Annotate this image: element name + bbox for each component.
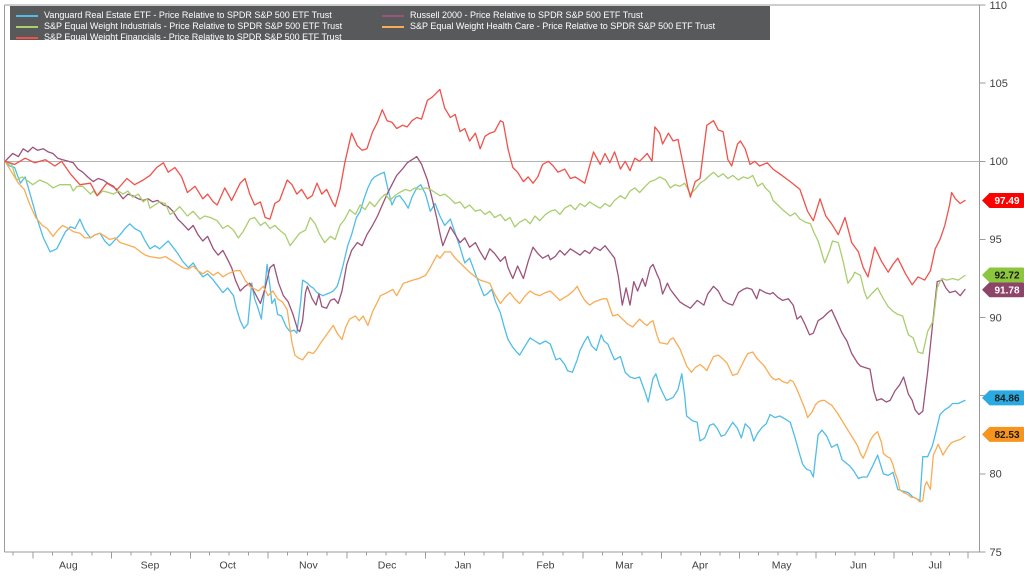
badge-value: 97.49 [994, 196, 1019, 207]
legend-item[interactable]: S&P Equal Weight Industrials - Price Rel… [16, 21, 342, 32]
legend-label: Russell 2000 - Price Relative to SPDR S&… [410, 10, 643, 20]
x-month-label: Jan [454, 560, 471, 572]
y-tick-label: 110 [990, 0, 1008, 12]
legend-item[interactable]: Russell 2000 - Price Relative to SPDR S&… [382, 10, 715, 21]
legend-column: Vanguard Real Estate ETF - Price Relativ… [16, 10, 342, 43]
badge-shape [982, 426, 1024, 442]
legend-label: Vanguard Real Estate ETF - Price Relativ… [44, 10, 332, 20]
end-value-badge: 84.86 [982, 390, 1024, 406]
y-tick-label: 95 [990, 234, 1002, 246]
x-month-label: Sep [141, 560, 160, 572]
x-month-label: Mar [615, 560, 634, 572]
legend-swatch-line [16, 25, 38, 28]
series-line [4, 160, 966, 355]
x-month-label: Dec [378, 560, 397, 572]
badge-shape [982, 267, 1024, 283]
legend-label: S&P Equal Weight Health Care - Price Rel… [410, 21, 716, 31]
legend-label: S&P Equal Weight Industrials - Price Rel… [44, 21, 343, 31]
badge-value: 92.72 [994, 271, 1019, 282]
legend-swatch-line [16, 14, 38, 17]
legend-swatch-line [16, 36, 38, 39]
x-month-label: Nov [299, 560, 318, 572]
legend-swatch-line [382, 14, 404, 17]
end-value-badge: 91.78 [982, 282, 1024, 298]
series-line [4, 160, 966, 502]
x-month-label: Feb [536, 560, 554, 572]
legend-swatch-line [382, 25, 404, 28]
x-month-label: Jun [850, 560, 867, 572]
end-value-badge: 92.72 [982, 267, 1024, 283]
x-month-label: May [772, 560, 793, 572]
badge-value: 82.53 [994, 430, 1019, 441]
x-month-label: Apr [692, 560, 709, 572]
series-line [4, 160, 966, 503]
y-tick-label: 100 [990, 156, 1008, 168]
legend-item[interactable]: Vanguard Real Estate ETF - Price Relativ… [16, 10, 342, 21]
chart-legend: Vanguard Real Estate ETF - Price Relativ… [10, 6, 770, 43]
legend-column: Russell 2000 - Price Relative to SPDR S&… [382, 10, 715, 32]
x-month-label: Aug [59, 560, 78, 572]
y-tick-label: 105 [990, 78, 1008, 90]
legend-item[interactable]: S&P Equal Weight Health Care - Price Rel… [382, 21, 715, 32]
legend-label: S&P Equal Weight Financials - Price Rela… [44, 32, 342, 42]
plot-frame [4, 4, 980, 553]
y-tick-label: 75 [990, 547, 1002, 559]
series-line [4, 146, 966, 416]
legend-item[interactable]: S&P Equal Weight Financials - Price Rela… [16, 32, 342, 43]
end-value-badge: 97.49 [982, 193, 1024, 209]
x-month-label: Jul [929, 560, 942, 572]
badge-shape [982, 193, 1024, 209]
badge-shape [982, 282, 1024, 298]
x-month-label: Oct [220, 560, 236, 572]
y-tick-label: 90 [990, 312, 1002, 324]
x-axis: Aug Sep Oct Nov Dec Jan Feb Mar Apr May Jun Jul [12, 552, 969, 572]
end-value-badge: 82.53 [982, 426, 1024, 442]
badge-value: 91.78 [994, 285, 1019, 296]
y-tick-label: 80 [990, 469, 1002, 481]
series-line [4, 88, 966, 286]
badge-shape [982, 390, 1024, 406]
badge-value: 84.86 [994, 394, 1019, 405]
